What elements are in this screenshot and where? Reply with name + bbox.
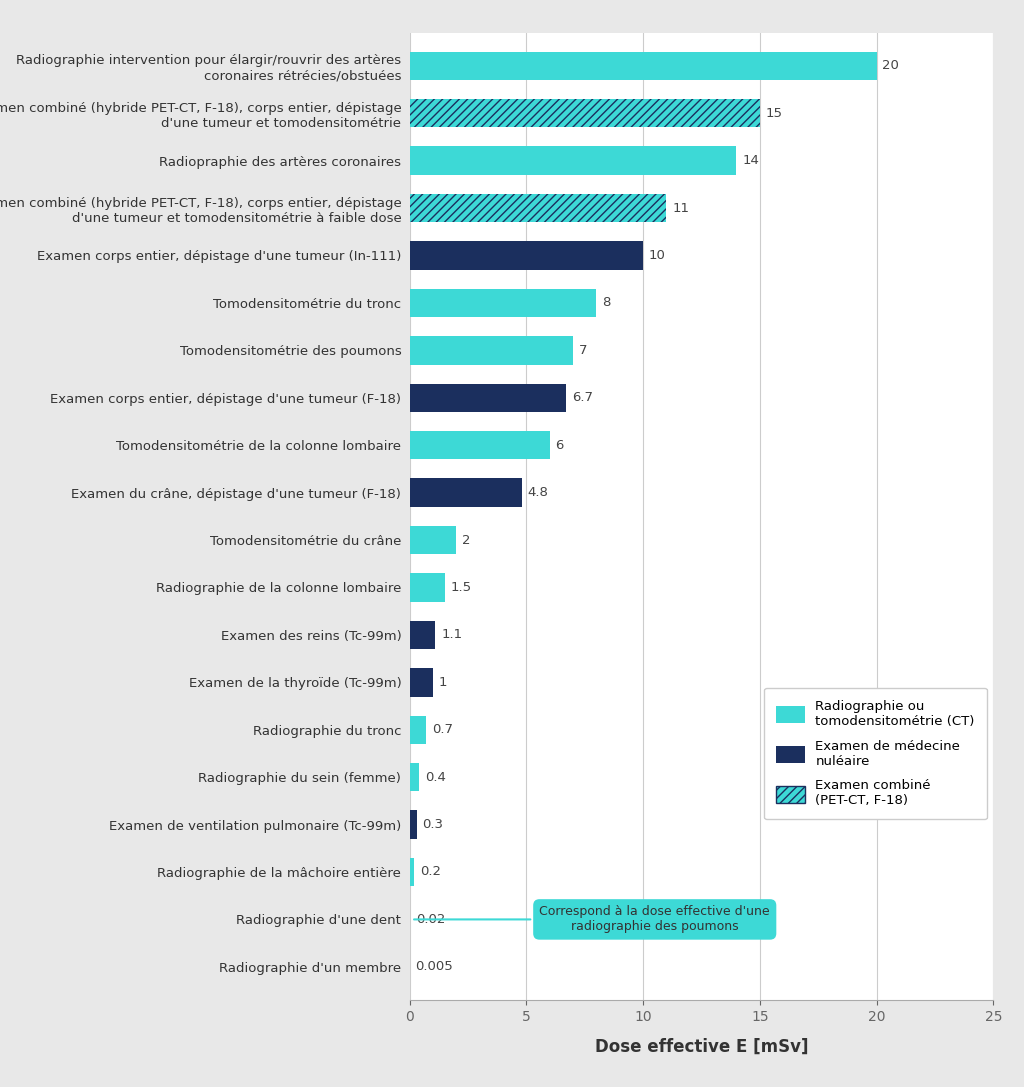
Bar — [410, 99, 760, 127]
Bar — [410, 147, 736, 175]
Legend: Radiographie ou
tomodensitométrie (CT), Examen de médecine
nuléaire, Examen comb: Radiographie ou tomodensitométrie (CT), … — [764, 688, 987, 820]
Bar — [410, 478, 521, 507]
Text: 0.02: 0.02 — [416, 913, 445, 926]
Bar — [410, 336, 573, 364]
Bar — [410, 384, 566, 412]
Bar — [410, 763, 419, 791]
Text: 6.7: 6.7 — [571, 391, 593, 404]
Text: 0.4: 0.4 — [425, 771, 445, 784]
Text: 2: 2 — [462, 534, 471, 547]
Text: 10: 10 — [649, 249, 666, 262]
Bar — [410, 858, 415, 886]
Bar — [410, 193, 667, 223]
Text: 15: 15 — [766, 107, 782, 120]
Text: 4.8: 4.8 — [527, 486, 549, 499]
Text: 1.1: 1.1 — [441, 628, 462, 641]
Bar — [410, 715, 426, 744]
Bar — [410, 51, 877, 80]
Bar — [410, 289, 596, 317]
Text: 6: 6 — [555, 439, 564, 452]
Bar — [410, 526, 457, 554]
Text: 0.3: 0.3 — [423, 819, 443, 832]
Text: 1: 1 — [438, 676, 447, 689]
Bar — [410, 621, 435, 649]
Text: 8: 8 — [602, 297, 610, 310]
Text: 0.005: 0.005 — [416, 960, 454, 973]
Text: 0.7: 0.7 — [432, 723, 453, 736]
Text: 7: 7 — [579, 343, 588, 357]
Bar — [410, 430, 550, 460]
Text: 11: 11 — [672, 201, 689, 214]
Bar — [410, 193, 667, 223]
Text: 1.5: 1.5 — [451, 580, 472, 594]
Bar — [410, 573, 444, 602]
Bar — [410, 99, 760, 127]
X-axis label: Dose effective E [mSv]: Dose effective E [mSv] — [595, 1038, 808, 1055]
Bar — [410, 241, 643, 270]
Bar — [410, 669, 433, 697]
Text: 0.2: 0.2 — [420, 865, 441, 878]
Text: 20: 20 — [883, 60, 899, 73]
Text: Correspond à la dose effective d'une
radiographie des poumons: Correspond à la dose effective d'une rad… — [414, 905, 770, 934]
Bar — [410, 810, 417, 839]
Text: 14: 14 — [742, 154, 759, 167]
